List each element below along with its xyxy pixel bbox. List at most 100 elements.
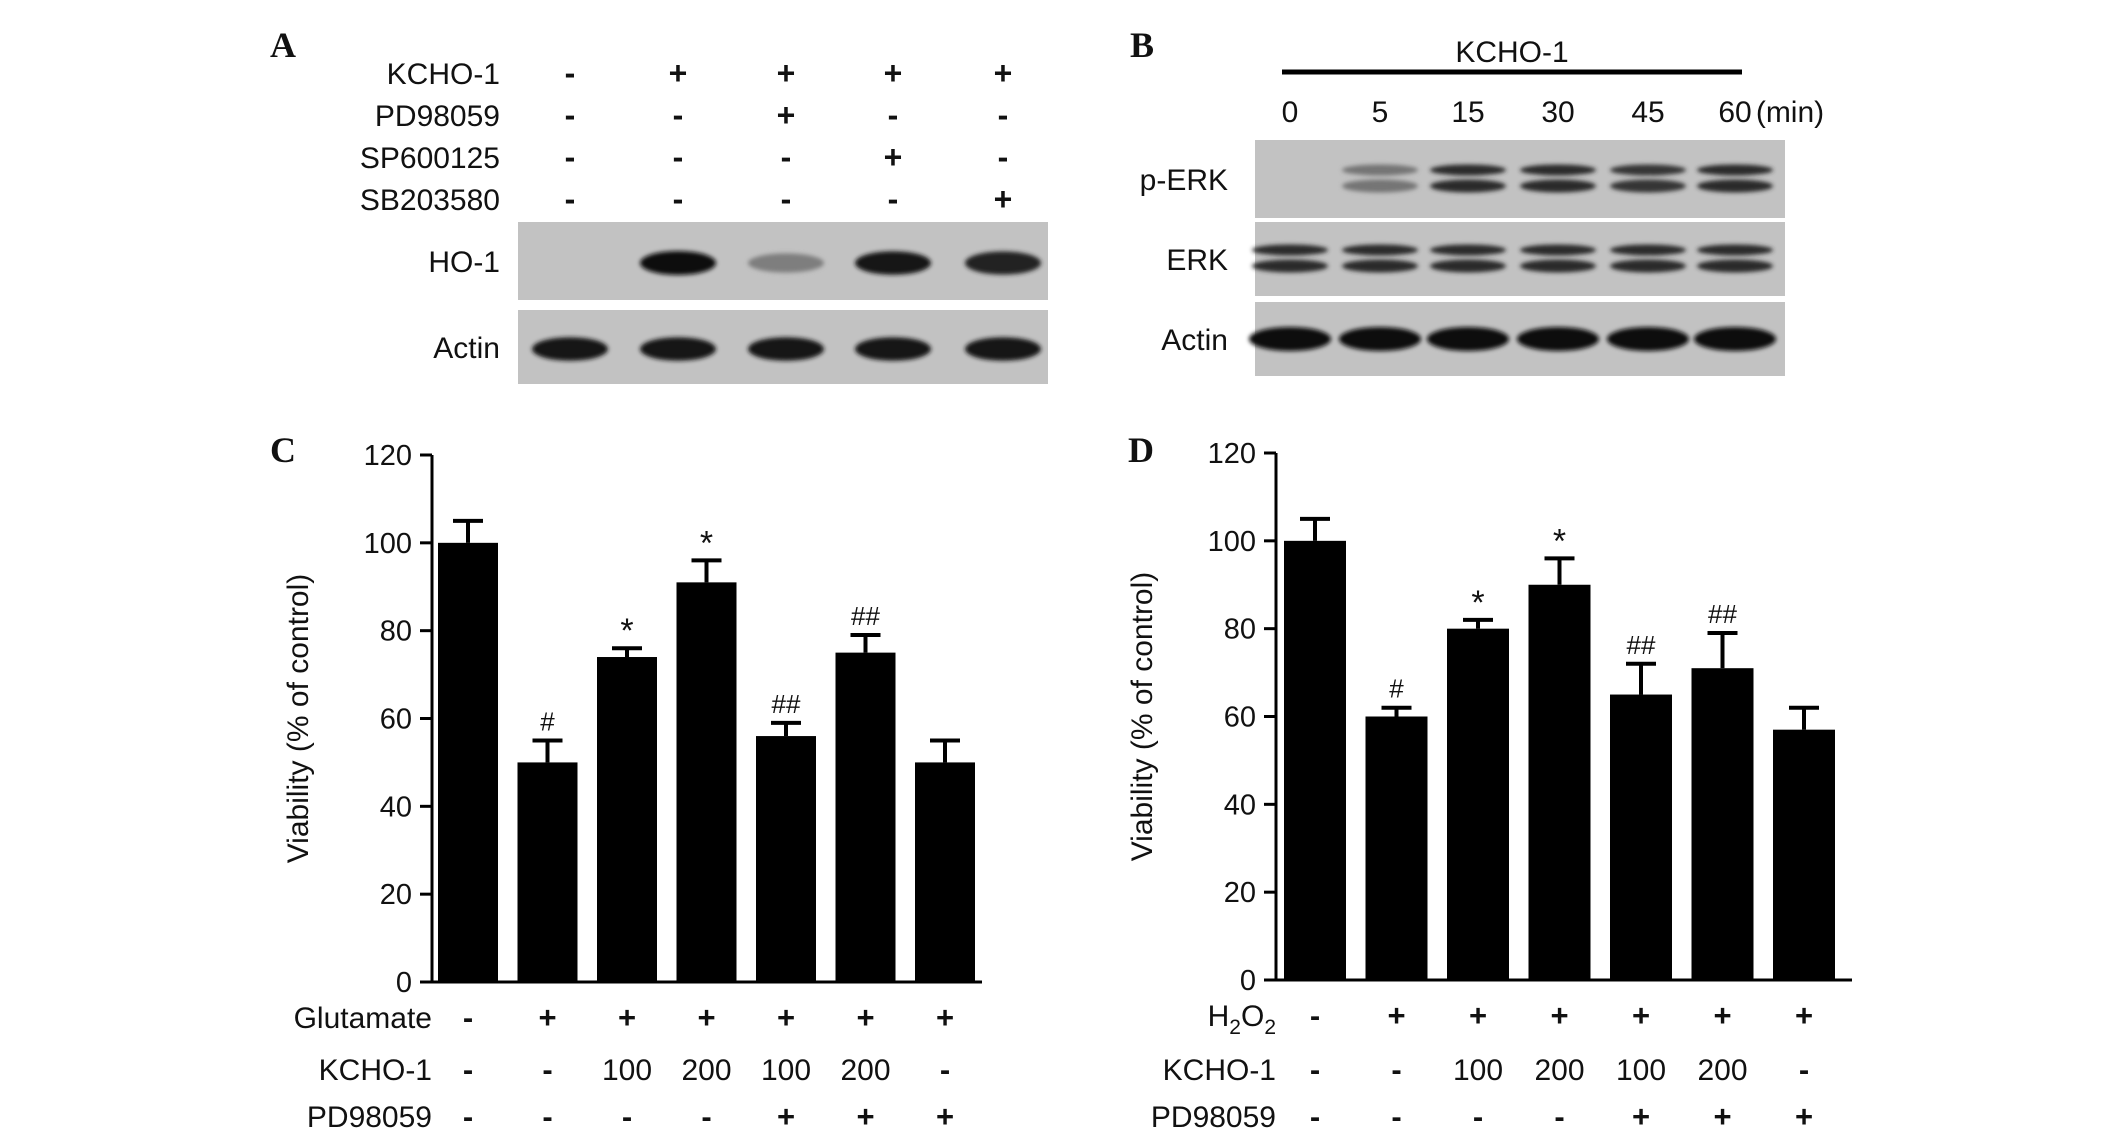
y-tick-label: 20: [1224, 877, 1256, 909]
treatment-value: +: [777, 1000, 795, 1035]
significance-marker: *: [1471, 584, 1484, 622]
panel-a-sign: +: [777, 55, 796, 91]
panel-a-sign: +: [994, 181, 1013, 217]
treatment-value: +: [856, 1000, 874, 1035]
panel-c-letter: C: [270, 430, 296, 470]
panel-b-band-upper: [1697, 244, 1773, 256]
panel-a-letter: A: [270, 25, 296, 65]
bar: [756, 736, 816, 982]
panel-a-band: [855, 251, 931, 275]
panel-a-sign: -: [998, 139, 1009, 175]
panel-a-treatment-label: PD98059: [375, 100, 500, 133]
bar: [1528, 584, 1591, 980]
panel-b-band-upper: [1430, 164, 1506, 176]
y-tick-label: 80: [380, 616, 412, 648]
panel-b-band-lower: [1697, 259, 1773, 273]
treatment-label: PD98059: [307, 1101, 432, 1134]
treatment-value: +: [697, 1000, 715, 1035]
bar: [1691, 668, 1754, 980]
significance-marker: *: [620, 612, 633, 650]
significance-marker: #: [540, 706, 555, 736]
panel-b-blot-label: ERK: [1166, 244, 1228, 277]
panel-a-sign: -: [888, 181, 899, 217]
y-tick-label: 120: [364, 440, 412, 472]
treatment-value: +: [1795, 998, 1813, 1033]
treatment-value: 100: [602, 1054, 652, 1087]
treatment-value: 100: [761, 1054, 811, 1087]
treatment-value: 200: [840, 1054, 890, 1087]
treatment-value: +: [1469, 998, 1487, 1033]
panel-b-band-upper: [1610, 164, 1686, 176]
panel-a-band: [965, 251, 1041, 275]
panel-b-blot-strip: [1255, 140, 1785, 218]
treatment-value: 100: [1616, 1054, 1666, 1087]
treatment-value: -: [542, 1099, 552, 1134]
treatment-value: -: [1391, 1099, 1401, 1134]
panel-a-sign: -: [781, 181, 792, 217]
y-tick-label: 40: [380, 791, 412, 823]
panel-b-band-lower: [1610, 179, 1686, 193]
panel-b-band-lower: [1252, 259, 1328, 273]
panel-d-letter: D: [1128, 430, 1154, 470]
y-axis-label: Viability (% of control): [1126, 572, 1159, 862]
treatment-value: +: [936, 1000, 954, 1035]
treatment-value: +: [777, 1099, 795, 1134]
treatment-value: +: [1387, 998, 1405, 1033]
treatment-value: -: [1554, 1099, 1564, 1134]
treatment-value: -: [463, 1099, 473, 1134]
panel-b-blot-label: Actin: [1161, 324, 1228, 357]
panel-b-band-upper: [1342, 244, 1418, 256]
panel-b-band-lower: [1430, 259, 1506, 273]
panel-a-sign: -: [565, 97, 576, 133]
panel-b-band-upper: [1520, 244, 1596, 256]
panel-b-treatment-label: KCHO-1: [1455, 36, 1568, 69]
bar: [438, 542, 498, 982]
panel-b-band-upper: [1697, 164, 1773, 176]
treatment-value: +: [936, 1099, 954, 1134]
panel-b-time-label: 0: [1282, 96, 1299, 129]
panel-a-band: [640, 337, 716, 361]
panel-a-sign: -: [888, 97, 899, 133]
panel-b-band-lower: [1697, 179, 1773, 193]
bar: [676, 582, 737, 982]
treatment-value: -: [1473, 1099, 1483, 1134]
bar: [597, 657, 657, 982]
significance-marker: *: [700, 524, 713, 562]
panel-a-sign: +: [994, 55, 1013, 91]
panel-a-treatment-label: KCHO-1: [387, 58, 500, 91]
y-tick-label: 20: [380, 879, 412, 911]
panel-b-time-label: 15: [1451, 96, 1484, 129]
treatment-value: -: [463, 1052, 473, 1087]
treatment-value: 200: [1697, 1054, 1747, 1087]
y-tick-label: 40: [1224, 789, 1256, 821]
treatment-value: +: [1713, 998, 1731, 1033]
bar: [1365, 716, 1428, 980]
treatment-value: -: [463, 1000, 473, 1035]
panel-b-band-lower: [1610, 259, 1686, 273]
panel-a-band: [855, 337, 931, 361]
panel-b-blots: p-ERK ERK Actin: [1140, 140, 1785, 376]
panel-a-treatment-label: SB203580: [360, 184, 500, 217]
treatment-value: -: [1391, 1052, 1401, 1087]
treatment-value: 200: [1534, 1054, 1584, 1087]
bar: [517, 762, 578, 982]
panel-a-sign: -: [673, 181, 684, 217]
panel-b-band-upper: [1252, 244, 1328, 256]
panel-a-sign: +: [669, 55, 688, 91]
bar: [915, 762, 975, 982]
panel-a-sign: -: [998, 97, 1009, 133]
panel-a-western-blot: A KCHO-1 - + + + + PD98059 - - + - - SP600125 - - - + - SB…: [270, 25, 1048, 384]
treatment-value: -: [542, 1052, 552, 1087]
treatment-value: 200: [681, 1054, 731, 1087]
panel-b-band-upper: [1430, 244, 1506, 256]
y-tick-label: 60: [1224, 702, 1256, 734]
significance-marker: ##: [851, 601, 880, 631]
panel-b-band: [1517, 327, 1599, 351]
panel-a-treatment-table: KCHO-1 - + + + + PD98059 - - + - - SP600125 - - - + - SB20…: [360, 55, 1012, 217]
treatment-label: KCHO-1: [1163, 1054, 1276, 1087]
treatment-label: H2O2: [1208, 1000, 1276, 1039]
panel-a-blots: HO-1 Actin: [428, 222, 1048, 384]
y-tick-label: 100: [364, 528, 412, 560]
panel-b-time-label: 30: [1541, 96, 1574, 129]
